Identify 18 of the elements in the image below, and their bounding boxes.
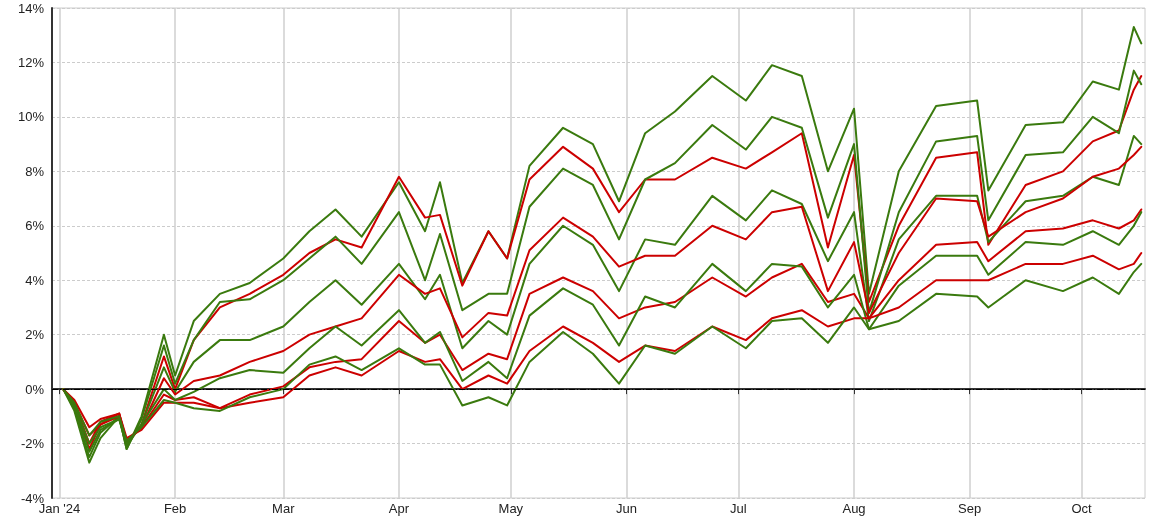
x-tick-label: Jun (615, 501, 637, 516)
y-tick-label: 14% (17, 0, 45, 16)
x-tick-label: May (498, 501, 524, 516)
y-tick-label: 2% (25, 327, 45, 343)
y-tick-label: 4% (25, 272, 45, 288)
x-tick-label: Feb (163, 501, 187, 516)
y-tick-label: 10% (17, 109, 45, 125)
x-tick-label: Oct (1071, 501, 1093, 516)
y-tick-label: 0% (25, 381, 45, 397)
x-tick-label: Mar (272, 501, 296, 516)
y-tick-label: 8% (25, 163, 45, 179)
x-tick-label: Aug (842, 501, 866, 516)
x-tick-label: Apr (388, 501, 410, 516)
y-tick-label: -2% (20, 436, 45, 452)
x-tick-label: Jul (730, 501, 747, 516)
y-tick-label: 6% (25, 218, 45, 234)
x-tick-label: Sep (958, 501, 982, 516)
y-tick-label: 12% (17, 54, 45, 70)
